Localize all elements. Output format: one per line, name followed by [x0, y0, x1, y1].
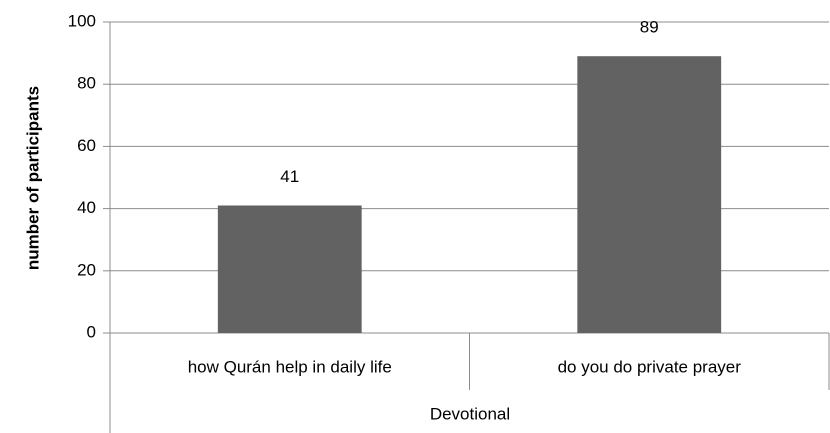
- data-label: 41: [280, 167, 299, 186]
- y-tick-label: 100: [68, 11, 96, 30]
- x-tick-label: do you do private prayer: [558, 357, 742, 376]
- group-label: Devotional: [430, 404, 510, 423]
- y-axis-label: number of participants: [23, 86, 42, 270]
- y-tick-label: 0: [87, 322, 96, 341]
- y-tick-label: 20: [77, 260, 96, 279]
- bar: [577, 56, 722, 334]
- y-tick-label: 80: [77, 74, 96, 93]
- bar: [217, 205, 362, 333]
- y-tick-label: 40: [77, 198, 96, 217]
- y-tick-label: 60: [77, 136, 96, 155]
- x-tick-label: how Qurán help in daily life: [188, 357, 392, 376]
- data-label: 89: [640, 18, 659, 37]
